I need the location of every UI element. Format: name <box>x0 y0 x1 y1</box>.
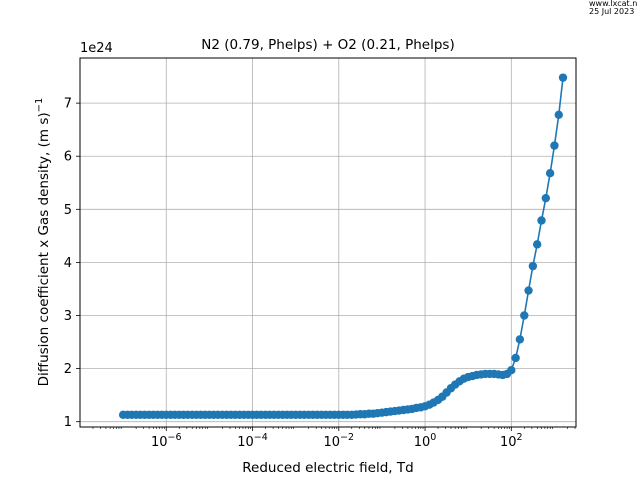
x-tick-label-exponent: −2 <box>340 432 354 443</box>
x-tick-label: 10−6 <box>151 432 182 450</box>
x-tick-label: 102 <box>500 432 523 450</box>
grid <box>80 58 576 427</box>
data-point <box>545 169 555 178</box>
data-point <box>524 286 533 295</box>
y-tick-label: 5 <box>64 203 72 218</box>
data-point <box>554 110 563 120</box>
data-point <box>537 216 546 225</box>
x-tick-label-exponent: −4 <box>254 432 268 443</box>
x-tick-label-base: 10 <box>414 435 431 450</box>
x-tick-label-base: 10 <box>324 435 341 450</box>
data-point <box>515 335 525 344</box>
x-tick-label: 10−2 <box>324 432 355 450</box>
data-point <box>511 353 520 363</box>
data-point <box>520 311 529 320</box>
marker-group <box>118 73 568 419</box>
x-tick-label: 100 <box>414 432 437 450</box>
y-tick-label: 2 <box>64 362 72 377</box>
y-tick-label: 7 <box>64 97 72 112</box>
x-tick-label-exponent: 2 <box>517 432 523 443</box>
x-axis: 10−6 10−4 10−2 100 102 <box>92 427 576 450</box>
watermark-line2: 25 Jul 2023 <box>589 7 634 16</box>
x-tick-label-exponent: 0 <box>430 432 436 443</box>
chart-title: N2 (0.79, Phelps) + O2 (0.21, Phelps) <box>201 37 454 53</box>
x-tick-label-base: 10 <box>237 435 254 450</box>
data-point <box>528 261 538 271</box>
data-point <box>532 240 542 249</box>
y-axis: 1 2 3 4 5 6 7 <box>64 97 80 430</box>
x-tick-label-exponent: −6 <box>168 432 182 443</box>
x-tick-label-base: 10 <box>500 435 517 450</box>
y-offset-label: 1e24 <box>80 41 113 56</box>
y-tick-label: 3 <box>64 309 72 324</box>
data-point <box>541 193 551 203</box>
data-point <box>550 141 559 150</box>
y-axis-label-text: Diffusion coefficient x Gas density, (m … <box>36 112 52 386</box>
x-tick-label: 10−4 <box>237 432 268 450</box>
x-tick-label-base: 10 <box>151 435 168 450</box>
y-tick-label: 6 <box>64 150 72 165</box>
data-point <box>558 73 568 82</box>
data-point <box>507 365 516 375</box>
x-axis-label: Reduced electric field, Td <box>242 460 413 476</box>
y-axis-label-superscript: −1 <box>34 98 45 113</box>
plot-frame <box>79 57 577 428</box>
y-tick-label: 4 <box>64 256 72 271</box>
watermark-line1: www.lxcat.n <box>589 0 637 8</box>
y-tick-label: 1 <box>64 415 72 430</box>
y-axis-label: Diffusion coefficient x Gas density, (m … <box>34 98 52 387</box>
